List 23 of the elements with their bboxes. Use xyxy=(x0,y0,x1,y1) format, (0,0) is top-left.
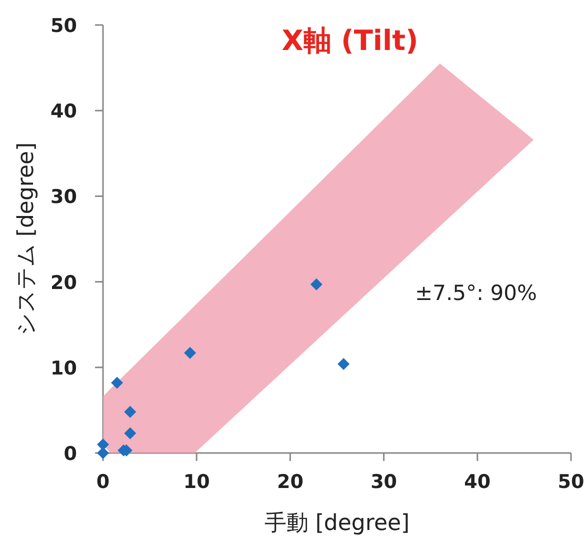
y-tick-label: 50 xyxy=(50,15,77,37)
x-tick-label: 0 xyxy=(96,471,110,493)
y-tick-label: 30 xyxy=(50,186,77,208)
y-tick-label: 40 xyxy=(50,100,77,123)
x-tick-label: 40 xyxy=(464,471,491,493)
x-tick-label: 10 xyxy=(183,471,210,493)
y-tick-label: 10 xyxy=(50,357,77,380)
chart-title: X軸 (Tilt) xyxy=(282,24,418,57)
x-tick-label: 20 xyxy=(276,471,304,493)
x-tick-label: 30 xyxy=(370,471,398,493)
point xyxy=(124,427,136,440)
point xyxy=(184,346,196,359)
annotation: ±7.5°: 90% xyxy=(415,281,537,305)
x-tick-label: 50 xyxy=(558,471,584,493)
x-axis-title: 手動 [degree] xyxy=(264,511,410,536)
y-tick-label: 0 xyxy=(64,443,77,465)
point xyxy=(111,376,124,389)
point xyxy=(338,358,350,370)
y-axis-title: システム [degree] xyxy=(14,142,39,336)
y-tick-label: 20 xyxy=(50,272,77,294)
point xyxy=(124,406,136,418)
point xyxy=(97,438,109,450)
point xyxy=(310,278,322,290)
